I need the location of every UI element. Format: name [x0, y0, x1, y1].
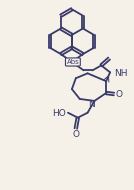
Text: N: N	[88, 100, 95, 109]
Text: NH: NH	[114, 69, 128, 78]
Text: HO: HO	[52, 109, 66, 118]
Text: O: O	[116, 89, 123, 98]
Text: Abs: Abs	[66, 59, 79, 65]
Text: O: O	[72, 130, 79, 139]
